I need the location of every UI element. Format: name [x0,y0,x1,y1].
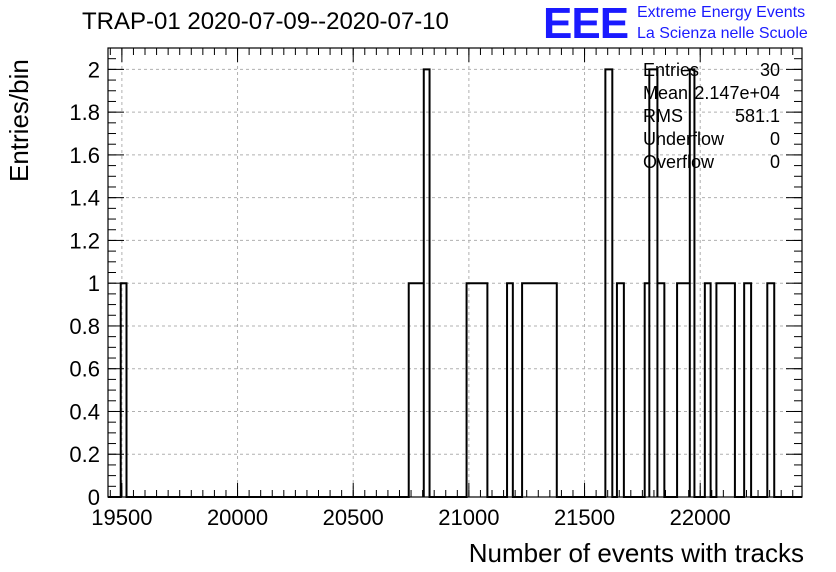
y-tick-label: 1.8 [69,100,100,125]
logo-line-1: Extreme Energy Events [637,4,806,21]
x-tick-label: 20500 [323,505,384,530]
x-tick-label: 21000 [438,505,499,530]
stats-value: 2.147e+04 [694,83,780,103]
y-tick-label: 0.8 [69,314,100,339]
plot-frame [107,47,803,498]
stats-value: 0 [769,152,780,172]
stats-row: RMS 581.1 [643,106,780,128]
x-tick-label: 22000 [670,505,731,530]
stats-value: 581.1 [734,106,780,126]
y-tick-label: 0 [88,485,100,510]
stats-label: Overflow [643,152,715,172]
stats-label: Mean [643,83,689,103]
y-tick-label: 2 [88,57,100,82]
eee-logo: EEE [543,0,629,48]
y-tick-label: 1 [88,271,100,296]
logo-line-2: La Scienza nelle Scuole [637,25,808,42]
y-tick-label: 0.4 [69,399,100,424]
stats-value: 0 [769,129,780,149]
histogram-step-line [108,68,802,498]
y-axis-ticks: 0 0.2 0.4 0.6 0.8 1 1.2 1.4 1.6 1.8 2 [69,47,802,510]
stats-row: Entries 30 [643,60,780,82]
chart-title: TRAP-01 2020-07-09--2020-07-10 [82,8,449,35]
x-tick-label: 21500 [554,505,615,530]
y-tick-label: 0.2 [69,442,100,467]
stats-value: 30 [759,60,780,80]
stats-label: RMS [643,106,683,126]
stats-label: Entries [643,60,700,80]
stats-row: Mean 2.147e+04 [643,83,780,105]
x-tick-label: 19500 [91,505,152,530]
grid-lines [108,48,802,497]
x-tick-label: 20000 [207,505,268,530]
y-tick-label: 1.6 [69,143,100,168]
x-axis-label: Number of events with tracks [468,538,804,568]
stats-row: Overflow 0 [643,152,780,174]
y-tick-label: 1.4 [69,186,100,211]
stats-label: Underflow [643,129,725,149]
y-tick-label: 1.2 [69,228,100,253]
stats-row: Underflow 0 [643,129,780,151]
x-axis-ticks: 19500 20000 20500 21000 21500 22000 [91,48,794,530]
y-tick-label: 0.6 [69,357,100,382]
